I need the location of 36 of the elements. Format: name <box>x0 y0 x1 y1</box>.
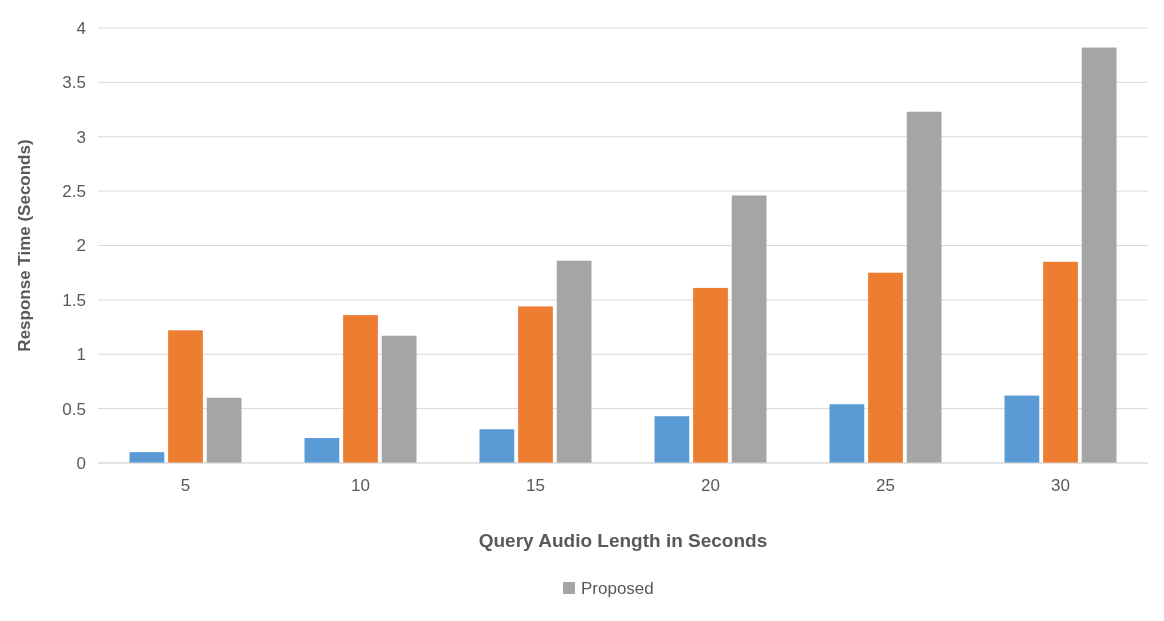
bar <box>518 306 553 463</box>
bar <box>343 315 378 463</box>
bar <box>206 397 242 463</box>
x-tick-label: 10 <box>351 476 370 495</box>
bar <box>868 272 903 463</box>
bar <box>381 335 417 463</box>
legend-label: Proposed <box>581 578 654 598</box>
bar <box>906 111 942 463</box>
x-tick-label: 15 <box>526 476 545 495</box>
y-tick-label: 0.5 <box>62 399 86 419</box>
x-tick-label: 20 <box>701 476 720 495</box>
bar <box>479 429 515 463</box>
bar <box>693 287 728 463</box>
bar <box>304 437 340 463</box>
bar <box>168 330 203 463</box>
y-tick-label: 4 <box>76 18 86 38</box>
x-tick-label: 30 <box>1051 476 1070 495</box>
y-tick-label: 0 <box>76 453 86 473</box>
x-axis-title: Query Audio Length in Seconds <box>478 530 768 551</box>
x-tick-label: 5 <box>180 476 191 495</box>
y-tick-label: 2.5 <box>62 182 86 202</box>
bar <box>1004 395 1040 463</box>
y-tick-label: 2 <box>76 236 86 256</box>
y-tick-label: 3.5 <box>62 73 86 93</box>
y-tick-label: 1 <box>76 345 86 365</box>
y-tick-label: 3 <box>76 127 86 147</box>
y-axis-title: Response Time (Seconds) <box>15 139 34 352</box>
bar <box>1081 47 1117 463</box>
bar <box>556 260 592 463</box>
y-tick-label: 1.5 <box>62 290 86 310</box>
bar <box>731 195 767 463</box>
x-tick-label: 25 <box>876 476 895 495</box>
bar <box>829 404 865 463</box>
bar <box>129 452 165 463</box>
bar <box>1043 261 1078 463</box>
bar <box>654 416 690 463</box>
